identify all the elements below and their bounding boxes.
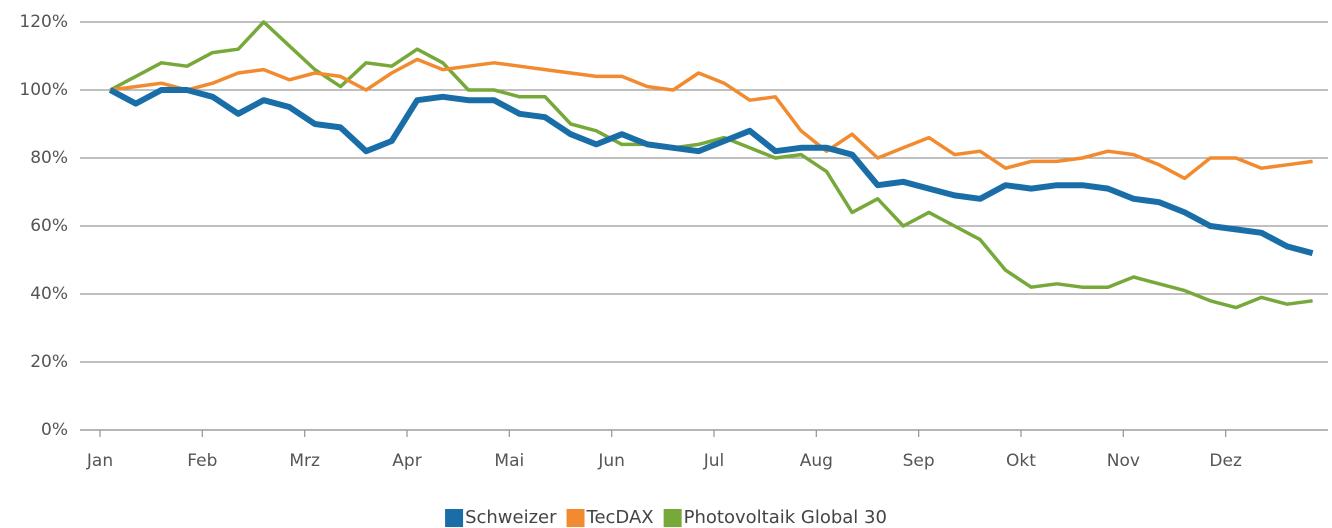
series-line xyxy=(109,57,1313,181)
x-tick-label: Aug xyxy=(800,451,833,471)
series-line xyxy=(108,87,1314,257)
y-tick-label: 20% xyxy=(30,352,68,372)
x-tick-label: Jan xyxy=(86,451,113,471)
legend: Schweizer TecDAX Photovoltaik Global 30 xyxy=(445,507,887,528)
legend-label: Photovoltaik Global 30 xyxy=(684,507,887,528)
x-tick-label: Apr xyxy=(392,451,421,471)
x-tick-label: Nov xyxy=(1107,451,1140,471)
legend-swatch xyxy=(445,509,464,527)
x-tick-label: Feb xyxy=(187,451,217,471)
legend-swatch xyxy=(566,509,585,527)
y-tick-label: 100% xyxy=(19,80,68,100)
y-tick-label: 80% xyxy=(30,148,68,168)
x-tick-label: Dez xyxy=(1209,451,1242,471)
series-line xyxy=(109,20,1313,310)
x-tick-label: Jun xyxy=(597,451,625,471)
x-tick-label: Mai xyxy=(494,451,524,471)
y-tick-label: 60% xyxy=(30,216,68,236)
y-tick-label: 40% xyxy=(30,284,68,304)
y-tick-label: 0% xyxy=(41,420,68,440)
x-tick-label: Jul xyxy=(703,451,725,471)
x-tick-label: Sep xyxy=(903,451,935,471)
x-tick-label: Okt xyxy=(1006,451,1036,471)
y-tick-label: 120% xyxy=(19,12,68,32)
legend-label: TecDAX xyxy=(586,507,654,528)
x-tick-label: Mrz xyxy=(289,451,320,471)
legend-swatch xyxy=(663,509,682,527)
legend-label: Schweizer xyxy=(465,507,557,528)
